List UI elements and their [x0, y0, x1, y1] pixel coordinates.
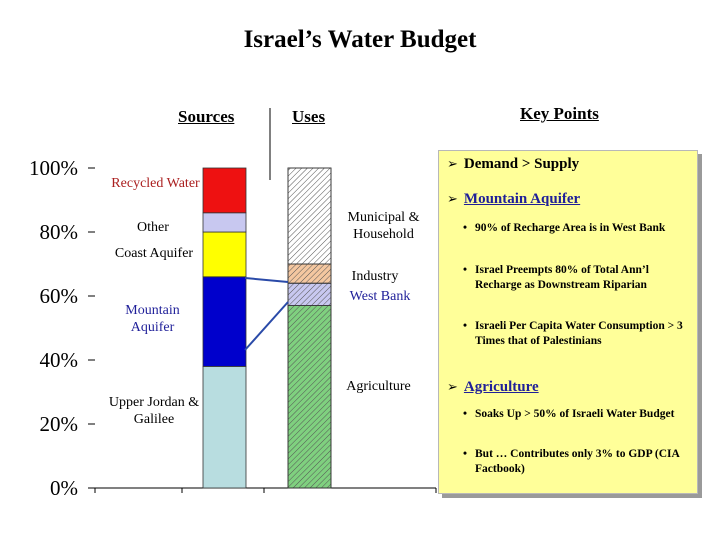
bullet-dot-icon: • [463, 320, 468, 332]
kp-a2-text: But … Contributes only 3% to GDP (CIA Fa… [475, 448, 680, 475]
kp-mountain-text: Mountain Aquifer [463, 191, 581, 207]
label-coast-aquifer: Coast Aquifer [114, 246, 194, 261]
arrow-bullet-icon: ➢ [447, 192, 458, 207]
arrow-bullet-icon: ➢ [447, 380, 458, 395]
bar-segment-coast-aquifer [202, 231, 247, 278]
key-points-panel: ➢ Demand > Supply ➢ Mountain Aquifer • 90% … [438, 150, 698, 494]
sources-header: Sources [178, 107, 235, 126]
label-industry: Industry [351, 269, 399, 284]
bar-hatch-industry [287, 263, 332, 284]
connector-line-industry [244, 277, 289, 283]
y-tick-label: 80% [40, 220, 79, 244]
bar-segment-mountain-aquifer [202, 276, 247, 367]
uses-header: Uses [292, 107, 326, 126]
kp-m2-text: Israel Preempts 80% of Total Ann’l Recha… [475, 264, 649, 291]
label-west-bank: West Bank [349, 289, 411, 304]
kp-demand: ➢ Demand > Supply [447, 156, 579, 173]
label-mountain-aquifer: Mountain Aquifer [125, 303, 180, 335]
label-upper-jordan: Upper Jordan & Galilee [108, 395, 200, 427]
bullet-dot-icon: • [463, 448, 468, 460]
bullet-dot-icon: • [463, 264, 468, 276]
kp-agriculture-text: Agriculture [463, 379, 539, 395]
kp-mountain-point-1: • 90% of Recharge Area is in West Bank [463, 221, 689, 236]
kp-demand-text: Demand > Supply [463, 156, 580, 172]
kp-m3-text: Israeli Per Capita Water Consumption > 3… [475, 320, 683, 347]
bar-segment-upper-jordan-galilee [202, 365, 247, 489]
kp-agriculture: ➢ Agriculture [447, 379, 539, 396]
label-other: Other [137, 220, 169, 235]
y-tick-label: 0% [50, 476, 78, 500]
bar-hatch-west-bank [287, 282, 332, 307]
y-tick-label: 20% [40, 412, 79, 436]
y-tick-label: 60% [40, 284, 79, 308]
bar-segment-other [202, 212, 247, 233]
key-points-header: Key Points [520, 104, 599, 123]
kp-agriculture-point-1: • Soaks Up > 50% of Israeli Water Budget [463, 407, 689, 422]
bullet-dot-icon: • [463, 408, 468, 420]
label-recycled-water: Recycled Water [111, 176, 200, 191]
kp-a1-text: Soaks Up > 50% of Israeli Water Budget [475, 408, 675, 420]
page-title: Israel’s Water Budget [243, 26, 477, 53]
arrow-bullet-icon: ➢ [447, 157, 458, 172]
y-tick-label: 100% [29, 156, 78, 180]
label-agriculture: Agriculture [346, 379, 411, 394]
label-municipal-household: Municipal & Household [347, 210, 420, 242]
bar-hatch-municipal-household [287, 167, 332, 265]
kp-mountain-point-3: • Israeli Per Capita Water Consumption > … [463, 319, 689, 349]
kp-mountain: ➢ Mountain Aquifer [447, 191, 580, 208]
y-tick-label: 40% [40, 348, 79, 372]
kp-m1-text: 90% of Recharge Area is in West Bank [475, 222, 666, 234]
bar-segment-recycled-water [202, 167, 247, 214]
kp-agriculture-point-2: • But … Contributes only 3% to GDP (CIA F… [463, 447, 689, 477]
bullet-dot-icon: • [463, 222, 468, 234]
kp-mountain-point-2: • Israel Preempts 80% of Total Ann’l Rech… [463, 263, 689, 293]
connector-line-westbank [244, 301, 289, 351]
bar-hatch-agriculture [287, 305, 332, 489]
